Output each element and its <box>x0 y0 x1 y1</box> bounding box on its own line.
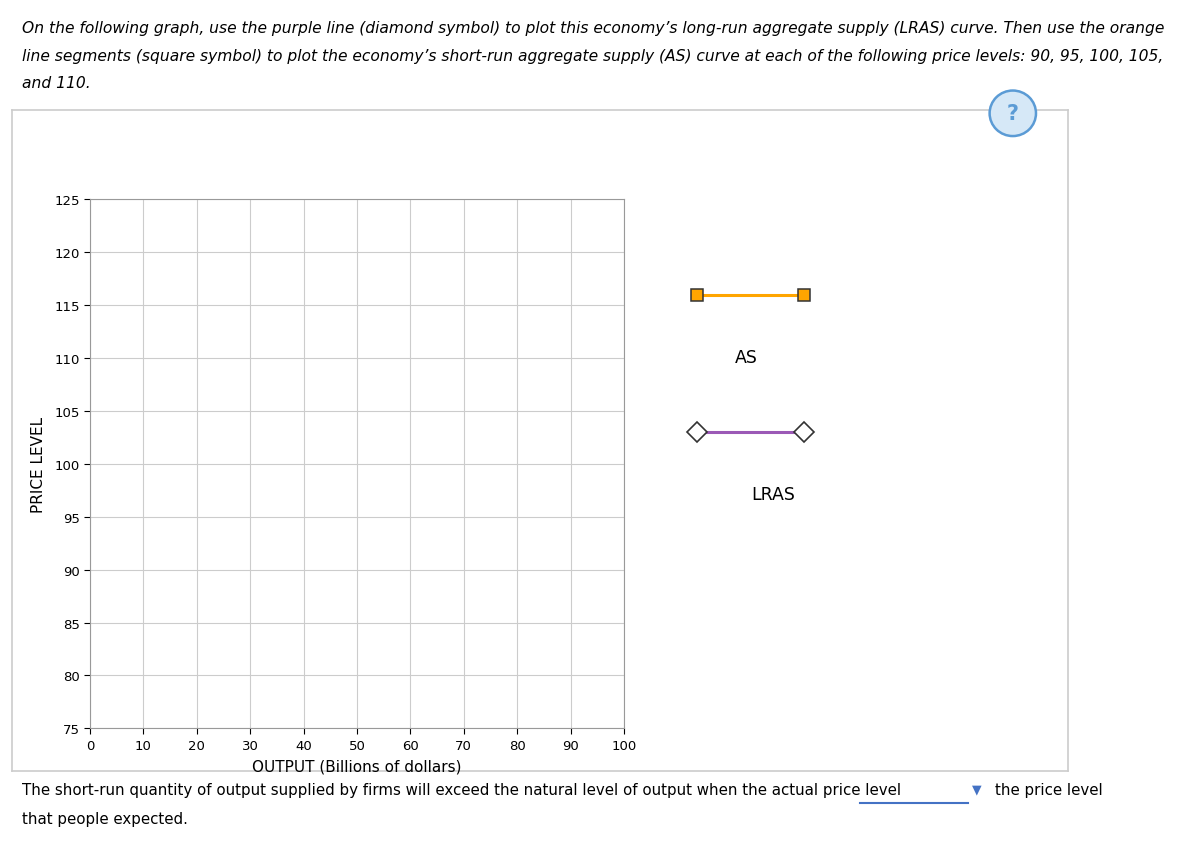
Text: and 110.: and 110. <box>22 76 90 91</box>
Text: LRAS: LRAS <box>751 486 796 504</box>
Text: line segments (square symbol) to plot the economy’s short-run aggregate supply (: line segments (square symbol) to plot th… <box>22 49 1163 64</box>
Text: ?: ? <box>1007 104 1019 124</box>
Y-axis label: PRICE LEVEL: PRICE LEVEL <box>31 417 46 512</box>
X-axis label: OUTPUT (Billions of dollars): OUTPUT (Billions of dollars) <box>252 759 462 774</box>
Text: On the following graph, use the purple line (diamond symbol) to plot this econom: On the following graph, use the purple l… <box>22 21 1164 37</box>
Text: that people expected.: that people expected. <box>22 811 187 826</box>
Text: AS: AS <box>736 348 758 366</box>
Text: The short-run quantity of output supplied by firms will exceed the natural level: The short-run quantity of output supplie… <box>22 782 901 797</box>
Text: the price level: the price level <box>995 782 1103 797</box>
Circle shape <box>990 91 1036 137</box>
Text: ▼: ▼ <box>972 782 982 795</box>
